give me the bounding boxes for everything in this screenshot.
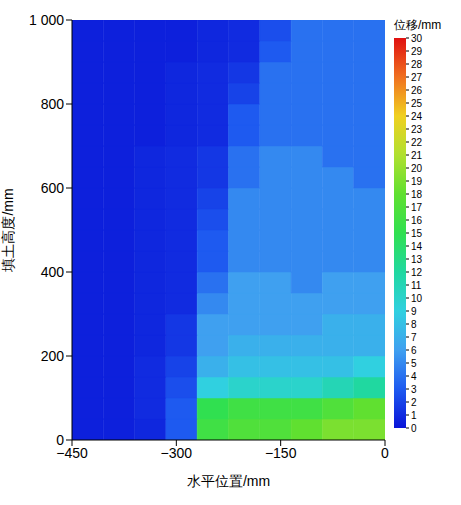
svg-text:22: 22 (411, 137, 423, 148)
svg-text:7: 7 (411, 332, 417, 343)
svg-text:18: 18 (411, 189, 423, 200)
svg-text:9: 9 (411, 306, 417, 317)
svg-text:27: 27 (411, 72, 423, 83)
svg-text:0: 0 (381, 445, 389, 461)
svg-text:1 000: 1 000 (29, 12, 64, 28)
svg-text:1: 1 (411, 410, 417, 421)
svg-text:0: 0 (411, 423, 417, 434)
svg-text:23: 23 (411, 124, 423, 135)
svg-text:2: 2 (411, 397, 417, 408)
svg-text:−150: −150 (265, 445, 297, 461)
svg-text:13: 13 (411, 254, 423, 265)
svg-text:16: 16 (411, 215, 423, 226)
svg-text:28: 28 (411, 59, 423, 70)
svg-text:21: 21 (411, 150, 423, 161)
svg-text:25: 25 (411, 98, 423, 109)
svg-text:30: 30 (411, 33, 423, 44)
svg-text:400: 400 (41, 264, 65, 280)
svg-text:位移/mm: 位移/mm (394, 18, 441, 32)
svg-text:10: 10 (411, 293, 423, 304)
svg-text:800: 800 (41, 96, 65, 112)
svg-text:水平位置/mm: 水平位置/mm (187, 473, 270, 489)
svg-text:8: 8 (411, 319, 417, 330)
svg-text:填土高度/mm: 填土高度/mm (0, 188, 16, 272)
svg-text:15: 15 (411, 228, 423, 239)
svg-text:−300: −300 (161, 445, 193, 461)
svg-text:0: 0 (56, 432, 64, 448)
svg-text:600: 600 (41, 180, 65, 196)
svg-text:4: 4 (411, 371, 417, 382)
svg-text:200: 200 (41, 348, 65, 364)
svg-text:20: 20 (411, 163, 423, 174)
svg-text:11: 11 (411, 280, 422, 291)
svg-text:12: 12 (411, 267, 423, 278)
svg-text:29: 29 (411, 46, 423, 57)
svg-text:5: 5 (411, 358, 417, 369)
svg-text:−450: −450 (56, 444, 88, 461)
svg-text:19: 19 (411, 176, 423, 187)
svg-text:24: 24 (411, 111, 423, 122)
svg-text:14: 14 (411, 241, 423, 252)
svg-text:6: 6 (411, 345, 417, 356)
svg-text:3: 3 (411, 384, 417, 395)
svg-text:17: 17 (411, 202, 423, 213)
svg-text:26: 26 (411, 85, 423, 96)
